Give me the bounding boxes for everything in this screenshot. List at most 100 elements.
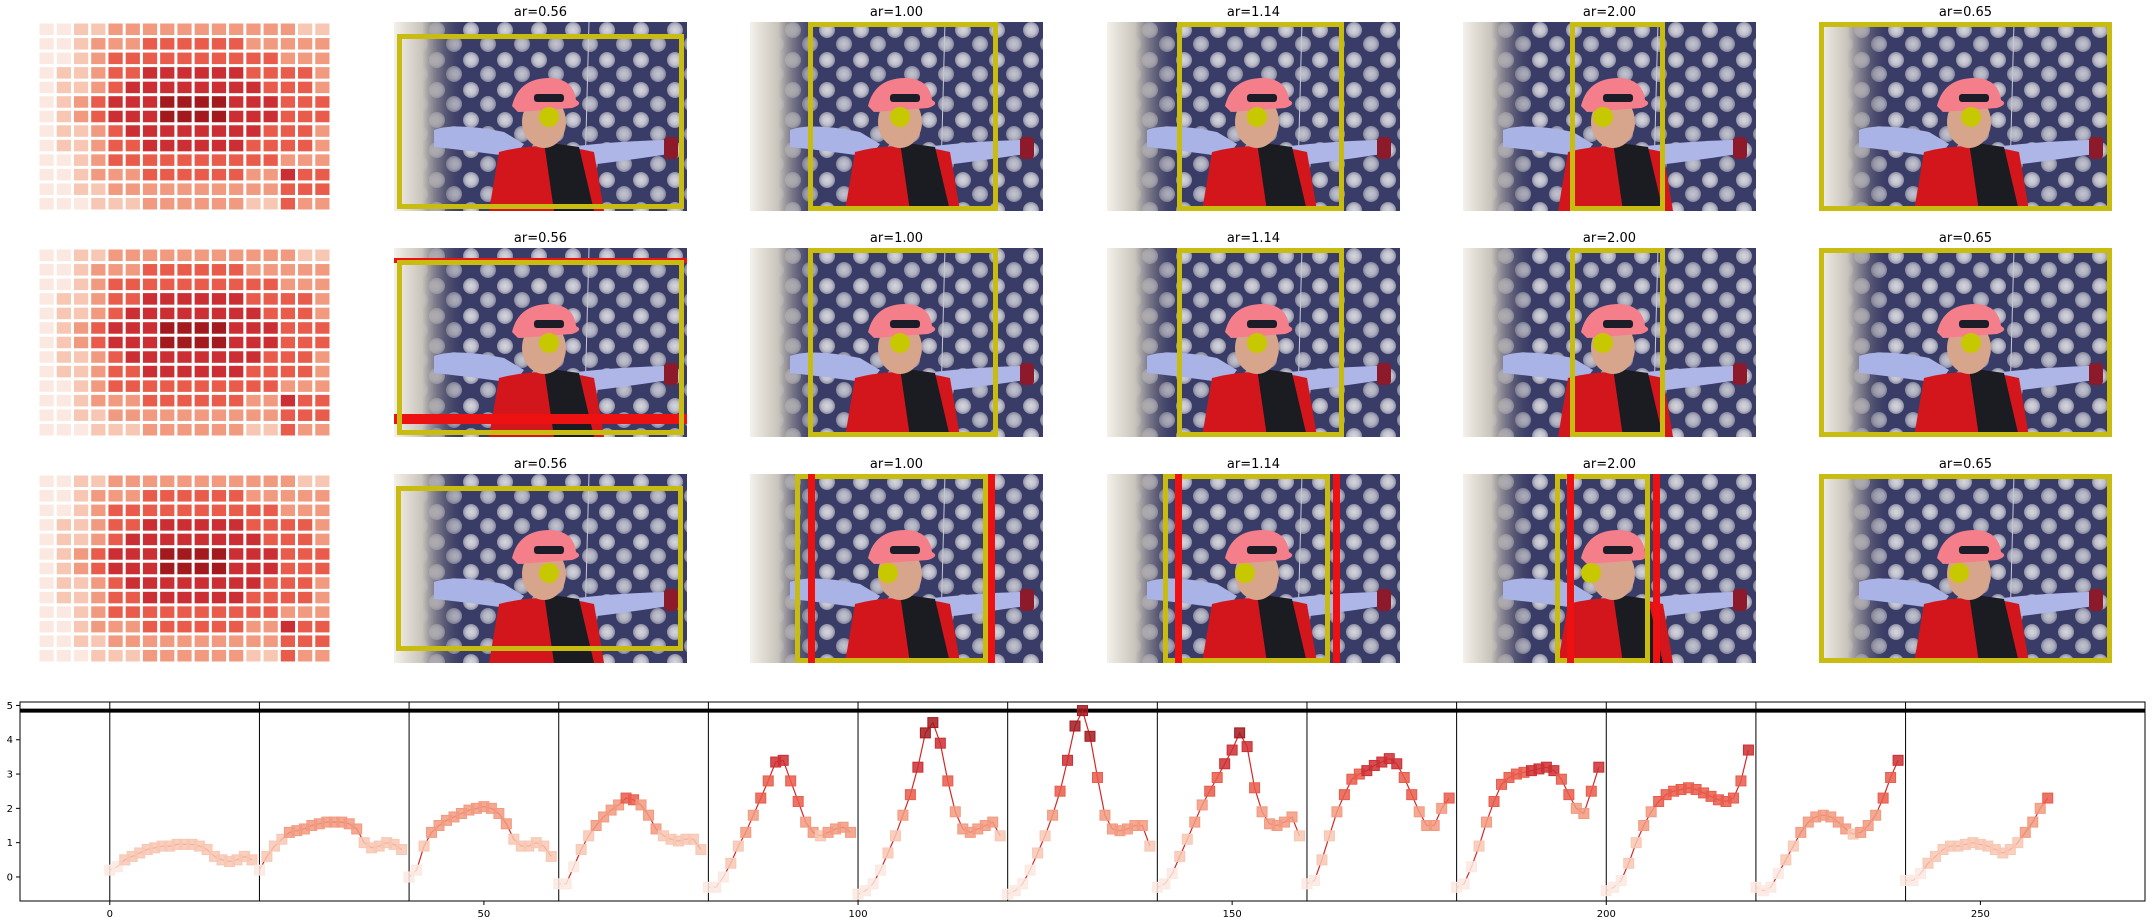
heatmap-cell [91, 591, 106, 604]
heatmap-cell [91, 23, 106, 36]
heatmap-cell [142, 606, 158, 618]
heatmap-cell [125, 38, 140, 50]
panel-title: ar=0.65 [1939, 457, 1992, 472]
data-point [717, 871, 729, 883]
heatmap-cell [246, 620, 261, 633]
data-point [1249, 782, 1261, 794]
data-point [1787, 840, 1799, 852]
heatmap-cell [246, 394, 261, 407]
heatmap-cell [315, 125, 330, 137]
data-point [725, 857, 737, 869]
heatmap-cell [160, 519, 175, 531]
data-point [111, 861, 123, 873]
heatmap-cell [160, 490, 175, 502]
focus-point [539, 107, 559, 127]
heatmap-cell [125, 365, 140, 378]
data-point [1091, 771, 1103, 783]
heatmap-cell [160, 380, 175, 392]
heatmap-cell [229, 519, 244, 531]
heatmap-cell [73, 562, 89, 575]
heatmap-cell [280, 154, 296, 166]
heatmap-cell [229, 293, 244, 305]
heatmap-cell [160, 606, 175, 618]
heatmap-cell [73, 423, 89, 436]
heatmap-cell [263, 38, 278, 50]
heatmap-cell [142, 154, 158, 166]
heatmap-cell [39, 96, 54, 108]
panel-r1-c6: ar=0.65 [1819, 5, 2112, 211]
heatmap-cell [246, 490, 261, 502]
heatmap-cell [229, 38, 244, 50]
heatmap-cell [160, 249, 175, 262]
heatmap-cell [263, 635, 278, 647]
heatmap-cell [56, 278, 71, 291]
heatmap-cell [125, 52, 140, 65]
heatmap-cell [280, 649, 296, 662]
heatmap-cell [298, 394, 313, 407]
heatmap-cell [211, 38, 227, 50]
data-point [2012, 837, 2024, 849]
focus-point [1581, 563, 1601, 583]
heatmap-cell [56, 307, 71, 320]
heatmap-cell [229, 52, 244, 65]
data-point [792, 796, 804, 807]
heatmap-cell [73, 81, 89, 94]
heatmap-cell [91, 504, 106, 517]
heatmap-cell [91, 519, 106, 531]
heatmap-cell [315, 307, 330, 320]
heatmap-cell [125, 125, 140, 137]
heatmap-cell [211, 23, 227, 36]
heatmap-cell [211, 183, 227, 195]
heatmap-cell [91, 38, 106, 50]
data-point [845, 826, 857, 838]
heatmap-cell [211, 606, 227, 618]
heatmap-cell [108, 423, 123, 436]
heatmap-cell [39, 168, 54, 181]
data-point [755, 792, 767, 804]
heatmap-cell [298, 67, 313, 79]
data-point [1473, 840, 1485, 852]
heatmap-cell [194, 249, 209, 262]
data-point [1234, 727, 1246, 739]
heatmap-cell [177, 606, 192, 618]
alt-crop-bar [1567, 474, 1574, 663]
heatmap-cell [73, 154, 89, 166]
heatmap-cell [263, 533, 278, 546]
heatmap-cell [73, 394, 89, 407]
heatmap-cell [211, 620, 227, 633]
heatmap-cell [73, 365, 89, 378]
heatmap-cell [315, 96, 330, 108]
data-point [583, 830, 595, 842]
data-point [860, 885, 872, 897]
heatmap-cell [142, 577, 158, 589]
data-point [1593, 761, 1605, 773]
heatmap-cell [263, 125, 278, 137]
heatmap-cell [73, 125, 89, 137]
y-tick-label: 4 [7, 735, 13, 746]
heatmap-cell [177, 562, 192, 575]
panel-title: ar=0.56 [514, 457, 567, 472]
heatmap-cell [56, 125, 71, 137]
heatmap-cell [56, 96, 71, 108]
panel-r1-c4: ar=1.14 [1107, 5, 1400, 211]
heatmap-cell [39, 409, 54, 421]
heatmap-cell [91, 264, 106, 276]
heatmap-cell [177, 548, 192, 560]
heatmap-cell [56, 620, 71, 633]
heatmap-cell [39, 154, 54, 166]
data-point [1922, 857, 1934, 869]
heatmap-cell [229, 490, 244, 502]
heatmap-cell [315, 293, 330, 305]
heatmap-cell [125, 562, 140, 575]
heatmap-cell [194, 154, 209, 166]
x-tick-label: 200 [1597, 909, 1616, 920]
panel-title: ar=1.00 [870, 231, 923, 246]
heatmap-cell [263, 351, 278, 363]
heatmap-cell [91, 351, 106, 363]
heatmap-cell [39, 81, 54, 94]
heatmap-cell [91, 322, 106, 334]
heatmap-cell [125, 635, 140, 647]
heatmap-cell [91, 365, 106, 378]
data-point [1862, 820, 1874, 832]
heatmap-cell [142, 394, 158, 407]
